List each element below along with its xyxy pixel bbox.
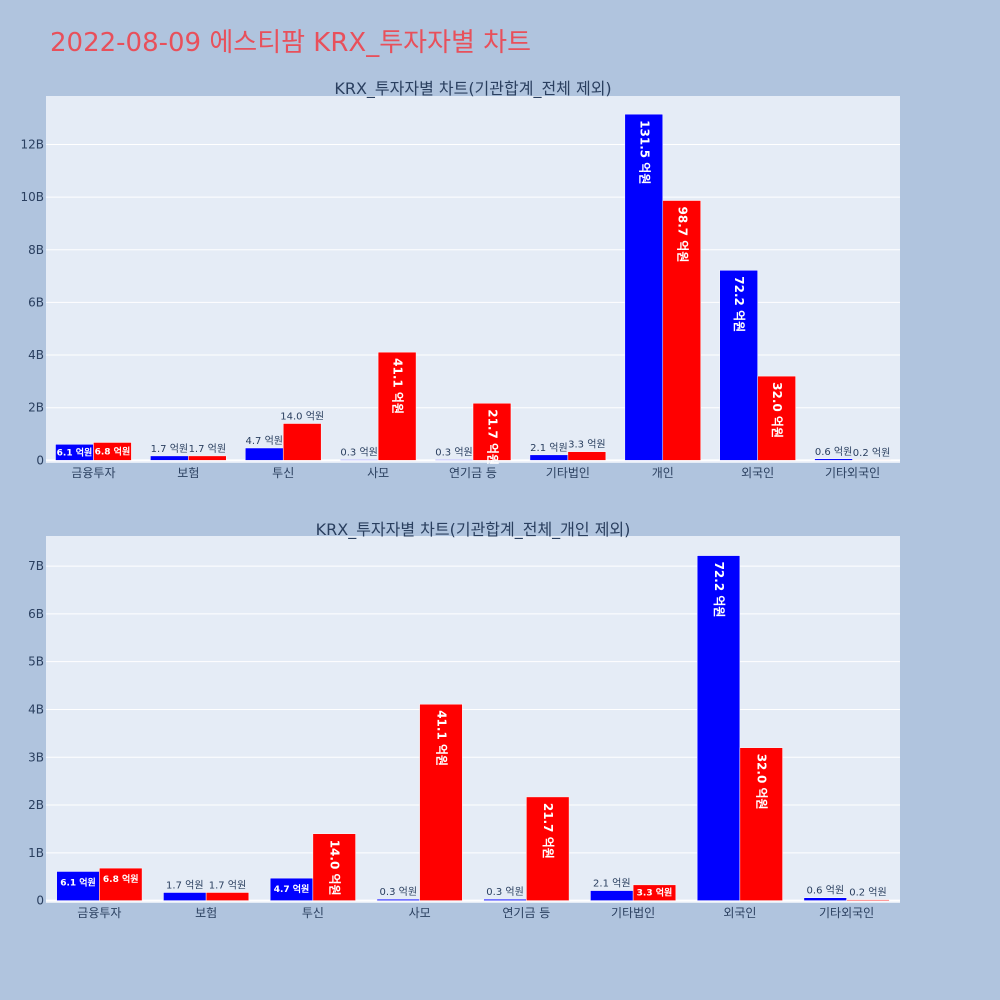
x-tick-label: 투신	[302, 906, 324, 920]
x-tick-label: 사모	[409, 906, 431, 920]
y-tick-label: 8B	[28, 243, 44, 257]
data-label: 0.6 억원	[807, 885, 844, 897]
y-tick-label: 4B	[28, 348, 44, 362]
page-title: 2022-08-09 에스티팜 KRX_투자자별 차트	[50, 28, 532, 58]
bar	[719, 270, 758, 461]
chart-title: KRX_투자자별 차트(기관합계_전체 제외)	[334, 79, 611, 99]
data-label: 72.2 억원	[732, 276, 746, 332]
bar	[205, 892, 250, 901]
data-label: 1.7 억원	[151, 443, 188, 455]
y-tick-label: 6B	[28, 607, 44, 621]
y-tick-label: 6B	[28, 295, 44, 309]
bar	[188, 455, 227, 461]
y-tick-label: 0	[36, 453, 44, 467]
data-label: 0.2 억원	[849, 887, 886, 899]
data-label: 0.3 억원	[435, 447, 472, 459]
data-label: 1.7 억원	[166, 879, 203, 891]
bar	[814, 458, 853, 461]
bar	[852, 459, 891, 461]
y-tick-label: 0	[36, 894, 44, 908]
data-label: 41.1 억원	[391, 358, 405, 414]
bar	[590, 890, 634, 901]
data-label: 6.8 억원	[103, 873, 139, 885]
bar	[526, 796, 570, 901]
chart-top: 0 2B 4B 6B 8B 10B 12B KRX_투자자별 차트(기관합계_전체 제외) 금융…	[20, 79, 900, 480]
bar	[163, 892, 207, 901]
data-label: 72.2 억원	[712, 562, 726, 618]
data-label: 3.3 억원	[568, 439, 605, 451]
bar	[376, 898, 420, 901]
bar	[483, 898, 527, 901]
bar	[419, 703, 463, 901]
y-tick-label: 10B	[20, 190, 44, 204]
data-label: 14.0 억원	[328, 840, 342, 896]
data-label: 0.6 억원	[815, 446, 852, 458]
bar	[99, 867, 143, 901]
chart-title: KRX_투자자별 차트(기관합계_전체_개인 제외)	[316, 520, 631, 540]
y-tick-label: 7B	[28, 559, 44, 573]
x-tick-label: 연기금 등	[449, 466, 497, 480]
bar	[632, 884, 677, 901]
x-tick-label: 기타법인	[546, 466, 590, 480]
bar	[662, 200, 701, 461]
y-tick-label: 4B	[28, 702, 44, 716]
data-label: 2.1 억원	[593, 878, 630, 890]
data-label: 4.7 억원	[246, 435, 283, 447]
bar	[312, 833, 356, 901]
data-label: 0.3 억원	[340, 447, 377, 459]
bar	[696, 555, 741, 901]
x-tick-label: 외국인	[723, 906, 756, 920]
x-tick-label: 개인	[652, 466, 674, 480]
data-label: 14.0 억원	[280, 411, 324, 423]
y-tick-label: 2B	[28, 401, 44, 415]
data-label: 131.5 억원	[637, 120, 651, 184]
data-label: 3.3 억원	[637, 887, 673, 899]
data-label: 0.2 억원	[853, 447, 890, 459]
data-label: 2.1 억원	[530, 442, 567, 454]
bar	[377, 351, 417, 461]
data-label: 1.7 억원	[189, 443, 226, 455]
y-tick-label: 1B	[28, 846, 44, 860]
x-tick-label: 기타외국인	[819, 906, 874, 920]
y-tick-label: 5B	[28, 655, 44, 669]
x-tick-label: 보험	[195, 906, 217, 920]
x-tick-label: 기타외국인	[825, 466, 880, 480]
bar	[567, 451, 607, 461]
data-label: 6.1 억원	[57, 446, 93, 458]
data-label: 21.7 억원	[541, 803, 555, 859]
data-label: 32.0 억원	[755, 754, 769, 810]
x-tick-label: 보험	[177, 466, 199, 480]
bar	[93, 442, 132, 461]
bar	[846, 899, 890, 901]
y-tick-label: 12B	[20, 137, 44, 151]
x-tick-label: 기타법인	[611, 906, 655, 920]
data-label: 41.1 억원	[434, 710, 448, 766]
bar	[803, 897, 847, 901]
y-tick-label: 3B	[28, 750, 44, 764]
data-label: 1.7 억원	[209, 879, 246, 891]
data-label: 98.7 억원	[675, 207, 689, 263]
data-label: 4.7 억원	[274, 883, 310, 895]
data-label: 6.8 억원	[95, 445, 131, 457]
y-tick-label: 2B	[28, 798, 44, 812]
x-tick-label: 투신	[272, 466, 294, 480]
data-label: 21.7 억원	[485, 409, 499, 465]
bar	[56, 871, 100, 901]
bar	[739, 747, 783, 901]
bar	[624, 113, 664, 461]
bar	[282, 423, 322, 461]
x-tick-label: 연기금 등	[502, 906, 550, 920]
x-tick-label: 사모	[367, 466, 389, 480]
x-tick-label: 외국인	[741, 466, 774, 480]
data-label: 0.3 억원	[486, 886, 523, 898]
x-tick-label: 금융투자	[71, 466, 115, 480]
data-label: 0.3 억원	[380, 886, 417, 898]
bar	[757, 375, 796, 461]
data-label: 6.1 억원	[60, 876, 96, 888]
data-label: 32.0 억원	[770, 382, 784, 438]
x-tick-label: 금융투자	[77, 906, 121, 920]
bar	[472, 402, 512, 461]
